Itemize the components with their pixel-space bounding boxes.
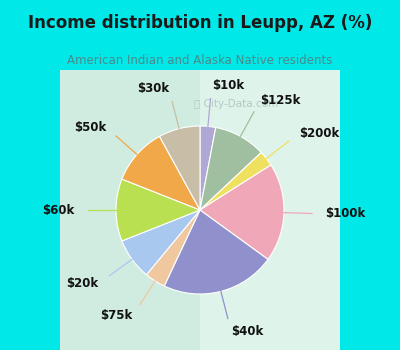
Text: $20k: $20k bbox=[66, 277, 98, 290]
Wedge shape bbox=[122, 210, 200, 275]
Text: $100k: $100k bbox=[325, 208, 366, 220]
Text: American Indian and Alaska Native residents: American Indian and Alaska Native reside… bbox=[67, 54, 333, 66]
Wedge shape bbox=[200, 153, 271, 210]
Text: $40k: $40k bbox=[231, 325, 264, 338]
Text: $10k: $10k bbox=[212, 79, 244, 92]
Wedge shape bbox=[200, 127, 261, 210]
Text: ⓘ City-Data.com: ⓘ City-Data.com bbox=[194, 99, 279, 108]
Text: $30k: $30k bbox=[137, 82, 169, 95]
Wedge shape bbox=[164, 210, 268, 294]
Wedge shape bbox=[122, 136, 200, 210]
Wedge shape bbox=[116, 179, 200, 241]
Text: $200k: $200k bbox=[299, 127, 339, 140]
Text: $75k: $75k bbox=[100, 309, 133, 322]
Text: Income distribution in Leupp, AZ (%): Income distribution in Leupp, AZ (%) bbox=[28, 14, 372, 32]
Wedge shape bbox=[146, 210, 200, 286]
Wedge shape bbox=[160, 126, 200, 210]
Text: $60k: $60k bbox=[42, 203, 74, 217]
Wedge shape bbox=[200, 126, 216, 210]
Text: $125k: $125k bbox=[260, 93, 301, 107]
Bar bbox=[200, 31, 390, 350]
Text: $50k: $50k bbox=[74, 120, 106, 134]
Wedge shape bbox=[200, 165, 284, 259]
